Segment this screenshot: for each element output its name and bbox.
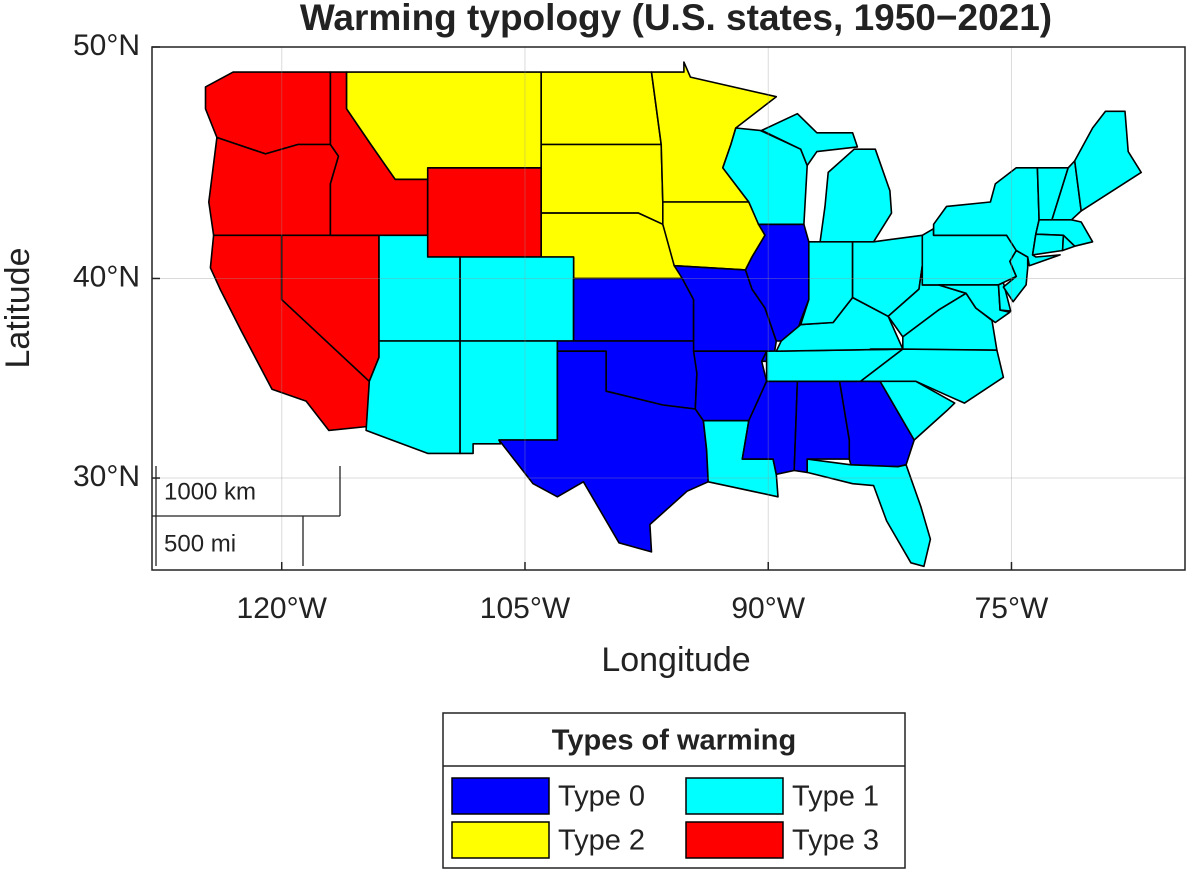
state: [806, 458, 932, 568]
legend-swatch: [451, 821, 550, 859]
axes: 120°W 105°W 90°W 75°W 30°N 40°N 50°N: [73, 29, 1185, 625]
state: [1073, 110, 1142, 212]
legend-label: Type 2: [558, 825, 645, 857]
y-tick-label: 50°N: [73, 29, 140, 62]
map-frame: [151, 46, 1186, 571]
state: [1061, 234, 1076, 252]
state: [997, 281, 1012, 312]
state: [879, 380, 956, 441]
legend-swatch: [451, 777, 550, 815]
y-axis-label: Latitude: [0, 248, 37, 369]
state: [572, 277, 695, 342]
state: [365, 340, 461, 455]
x-tick-label: 75°W: [975, 592, 1049, 625]
state: [540, 71, 662, 146]
legend-swatch: [685, 821, 784, 859]
state: [498, 350, 709, 553]
x-axis-label: Longitude: [601, 641, 750, 679]
state: [426, 167, 542, 258]
x-tick-label: 105°W: [480, 592, 571, 625]
legend-items: Type 0 Type 1 Type 2 Type 3: [451, 777, 879, 859]
state: [662, 201, 766, 271]
state: [1051, 160, 1082, 221]
legend-swatch: [685, 777, 784, 815]
legend-title: Types of warming: [552, 725, 796, 757]
legend-label: Type 0: [558, 781, 645, 813]
states: [204, 61, 1142, 568]
scale-label: 1000 km: [164, 478, 256, 505]
state: [208, 136, 340, 237]
x-tick-label: 120°W: [237, 592, 328, 625]
state: [793, 380, 851, 474]
y-tick-label: 40°N: [73, 260, 140, 293]
state: [760, 112, 859, 167]
legend-label: Type 3: [792, 825, 879, 857]
y-tick-label: 30°N: [73, 460, 140, 493]
scale-bar: [152, 466, 341, 566]
legend-label: Type 1: [792, 781, 879, 813]
state: [1031, 233, 1065, 256]
state: [921, 227, 1018, 286]
scale-label: 500 mi: [164, 530, 236, 557]
state: [819, 148, 893, 243]
chart-title: Warming typology (U.S. states, 1950−2021…: [300, 0, 1052, 38]
x-tick-label: 90°W: [731, 592, 805, 625]
state: [459, 340, 559, 455]
state: [459, 256, 575, 342]
